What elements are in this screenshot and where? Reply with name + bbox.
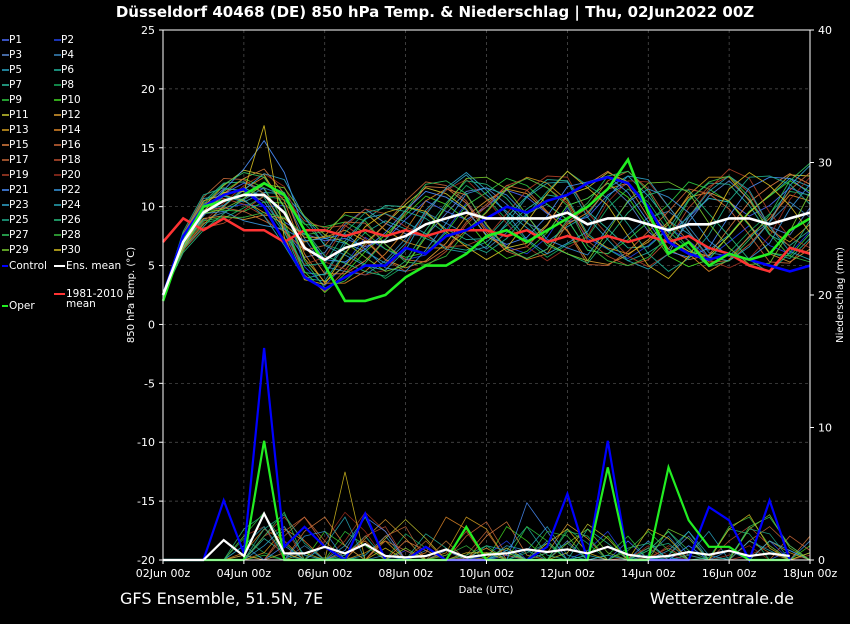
ensemble-line-p24 xyxy=(162,175,811,296)
legend-label: P29 xyxy=(9,244,29,256)
x-tick-label: 06Jun 00z xyxy=(298,567,353,580)
legend: P1 P2 P3 P4 P5 P6 P7 P8 P9 P10 P11 P12 P13 P14 P15 P16 P… xyxy=(2,34,123,312)
y-tick-label-left: 15 xyxy=(141,142,155,155)
ensemble-line-p28 xyxy=(162,175,811,296)
x-axis-label: Date (UTC) xyxy=(459,585,514,596)
legend-label: P10 xyxy=(61,94,81,106)
x-tick-label: 14Jun 00z xyxy=(621,567,676,580)
ensemble-line-p20 xyxy=(162,173,811,296)
chart-title: Düsseldorf 40468 (DE) 850 hPa Temp. & Ni… xyxy=(116,3,754,22)
temp-line-oper xyxy=(161,156,811,303)
legend-label: P14 xyxy=(61,124,81,136)
x-tick-label: 12Jun 00z xyxy=(540,567,595,580)
legend-label: mean xyxy=(66,298,96,310)
legend-label: P4 xyxy=(61,49,74,61)
legend-label: P30 xyxy=(61,244,81,256)
legend-label: P18 xyxy=(61,154,81,166)
y-axis-label-left: 850 hPa Temp. (°C) xyxy=(126,247,137,343)
x-tick-label: 18Jun 00z xyxy=(783,567,838,580)
legend-label: P11 xyxy=(9,109,29,121)
legend-label: P26 xyxy=(61,214,81,226)
legend-label: P3 xyxy=(9,49,22,61)
legend-label: P27 xyxy=(9,229,29,241)
legend-label: P28 xyxy=(61,229,81,241)
legend-label: P8 xyxy=(61,79,74,91)
main-series xyxy=(161,156,811,303)
y-tick-label-left: -5 xyxy=(144,377,155,390)
y-tick-label-right: 40 xyxy=(818,24,832,37)
y-axis-label-right: Niederschlag (mm) xyxy=(835,247,846,343)
legend-label: P1 xyxy=(9,34,22,46)
y-tick-label-left: 0 xyxy=(148,318,155,331)
legend-label: P22 xyxy=(61,184,81,196)
legend-label: P19 xyxy=(9,169,29,181)
y-tick-label-right: 30 xyxy=(818,157,832,170)
x-tick-label: 04Jun 00z xyxy=(217,567,272,580)
precip-line-ens-mean xyxy=(163,511,790,562)
legend-label: P21 xyxy=(9,184,29,196)
y-tick-label-right: 10 xyxy=(818,422,832,435)
ensemble-line-p29 xyxy=(162,176,811,296)
y-tick-label-right: 20 xyxy=(818,289,832,302)
legend-label: 1981-2010 xyxy=(66,288,123,300)
legend-label: P15 xyxy=(9,139,29,151)
legend-label: P23 xyxy=(9,199,29,211)
x-tick-label: 02Jun 00z xyxy=(136,567,191,580)
legend-label: P13 xyxy=(9,124,29,136)
legend-label: P5 xyxy=(9,64,22,76)
legend-label: P16 xyxy=(61,139,81,151)
footer-model-info: GFS Ensemble, 51.5N, 7E xyxy=(120,589,323,608)
ensemble-line-p16 xyxy=(162,185,811,296)
legend-label: P20 xyxy=(61,169,81,181)
y-tick-label-left: 25 xyxy=(141,24,155,37)
ensemble-line-p30 xyxy=(162,125,811,296)
axes: 25 20 15 10 5 0 -5 -10 -15 -20 40 30 20 10 0 02Jun 00z 0… xyxy=(136,24,838,580)
grid xyxy=(162,29,811,561)
y-tick-label-right: 0 xyxy=(818,554,825,567)
y-tick-label-left: -15 xyxy=(137,495,155,508)
ensemble-line-p23 xyxy=(162,165,811,296)
legend-label: P25 xyxy=(9,214,29,226)
footer-site-credit: Wetterzentrale.de xyxy=(650,589,794,608)
x-tick-label: 10Jun 00z xyxy=(459,567,514,580)
legend-label: Control xyxy=(9,260,47,272)
legend-label: P7 xyxy=(9,79,22,91)
ensemble-line-p18 xyxy=(162,175,811,296)
legend-label: P6 xyxy=(61,64,74,76)
legend-label: P17 xyxy=(9,154,29,166)
y-tick-label-left: 10 xyxy=(141,201,155,214)
y-tick-label-left: -10 xyxy=(137,436,155,449)
y-tick-label-left: -20 xyxy=(137,554,155,567)
legend-label: P9 xyxy=(9,94,22,106)
legend-label: P24 xyxy=(61,199,81,211)
legend-label: P2 xyxy=(61,34,74,46)
x-tick-label: 08Jun 00z xyxy=(378,567,433,580)
y-tick-label-left: 5 xyxy=(148,260,155,273)
temp-line-ens-mean xyxy=(161,193,811,296)
ensemble-line-p2 xyxy=(162,202,811,296)
y-tick-label-left: 20 xyxy=(141,83,155,96)
x-tick-label: 16Jun 00z xyxy=(702,567,757,580)
temp-line-1981-2010-mean xyxy=(162,216,811,273)
legend-label: Oper xyxy=(9,300,35,312)
ensemble-line-p6 xyxy=(162,187,811,296)
precip-line-oper xyxy=(163,440,790,562)
legend-label: Ens. mean xyxy=(66,260,121,272)
legend-label: P12 xyxy=(61,109,81,121)
